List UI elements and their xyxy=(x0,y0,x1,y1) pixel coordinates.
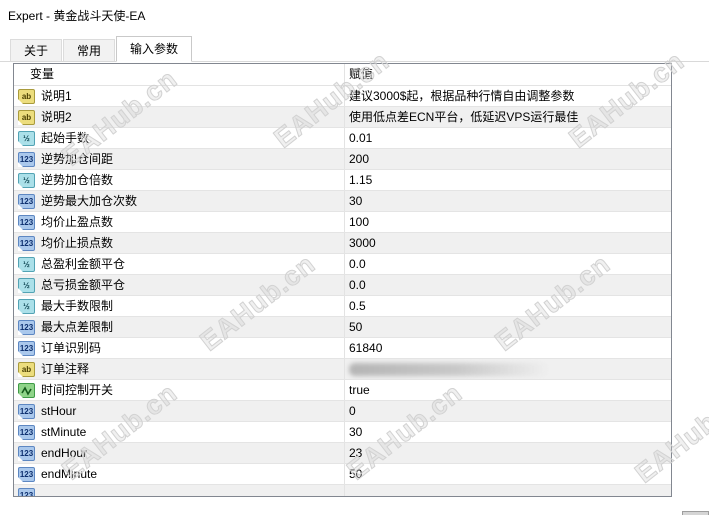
parameter-value[interactable]: 100 xyxy=(349,215,370,229)
parameter-value[interactable]: 200 xyxy=(349,152,370,166)
parameter-name: stHour xyxy=(41,404,77,418)
parameter-name: 最大手数限制 xyxy=(41,299,114,313)
parameter-name: 说明1 xyxy=(41,89,72,103)
bool-type-icon xyxy=(18,382,35,398)
table-header: 变量 赋值 xyxy=(14,64,671,86)
parameter-name: 逆势最大加仓次数 xyxy=(41,194,138,208)
tab-about[interactable]: 关于 xyxy=(10,39,63,61)
parameter-name: 订单识别码 xyxy=(41,341,102,355)
parameter-name: 均价止盈点数 xyxy=(41,215,114,229)
parameter-name: 均价止损点数 xyxy=(41,236,114,250)
partial-button-corner[interactable] xyxy=(682,511,709,515)
table-row[interactable]: ab 订单注释 xyxy=(14,359,671,380)
tab-inputs[interactable]: 输入参数 xyxy=(116,36,193,62)
table-row[interactable]: 123 均价止损点数 3000 xyxy=(14,233,671,254)
int-type-icon: 123 xyxy=(18,151,35,167)
parameter-name: 总亏损金额平仓 xyxy=(41,278,126,292)
parameter-value[interactable]: 61840 xyxy=(349,341,383,355)
table-row[interactable]: ab 说明2 使用低点差ECN平台，低延迟VPS运行最佳 xyxy=(14,107,671,128)
parameter-name: endHour xyxy=(41,446,88,460)
table-row[interactable]: 123 stMinute 30 xyxy=(14,422,671,443)
table-row[interactable]: ½ 总亏损金额平仓 0.0 xyxy=(14,275,671,296)
table-row[interactable]: 123 逆势加仓间距 200 xyxy=(14,149,671,170)
string-type-icon: ab xyxy=(18,361,35,377)
column-header-variable: 变量 xyxy=(14,64,345,85)
parameter-name: 逆势加仓间距 xyxy=(41,152,114,166)
parameter-value[interactable]: 0.0 xyxy=(349,278,366,292)
double-type-icon: ½ xyxy=(18,277,35,293)
parameter-value[interactable]: 0.0 xyxy=(349,257,366,271)
parameter-name: 订单注释 xyxy=(41,362,90,376)
parameter-name: 最大点差限制 xyxy=(41,320,114,334)
table-row[interactable]: 123 订单识别码 61840 xyxy=(14,338,671,359)
dialog-title: Expert - 黄金战斗天使-EA xyxy=(8,9,146,23)
parameter-value[interactable]: 0 xyxy=(349,404,356,418)
table-row[interactable]: 123 最大点差限制 50 xyxy=(14,317,671,338)
parameter-value[interactable]: 建议3000$起，根据品种行情自由调整参数 xyxy=(349,89,575,103)
int-type-icon: 123 xyxy=(18,424,35,440)
parameter-name: stMinute xyxy=(41,425,87,439)
column-header-value: 赋值 xyxy=(349,67,374,81)
double-type-icon: ½ xyxy=(18,298,35,314)
parameter-name: 起始手数 xyxy=(41,131,90,145)
tab-bar: 关于 常用 输入参数 xyxy=(0,34,709,62)
table-row[interactable]: ½ 总盈利金额平仓 0.0 xyxy=(14,254,671,275)
table-row[interactable]: 123 stHour 0 xyxy=(14,401,671,422)
parameter-value[interactable]: 1.15 xyxy=(349,173,373,187)
int-type-icon: 123 xyxy=(18,214,35,230)
parameter-value[interactable]: 30 xyxy=(349,425,363,439)
int-type-icon: 123 xyxy=(18,466,35,482)
parameter-name: 时间控制开关 xyxy=(41,383,114,397)
int-type-icon: 123 xyxy=(18,340,35,356)
parameter-value[interactable]: 使用低点差ECN平台，低延迟VPS运行最佳 xyxy=(349,110,579,124)
table-row[interactable]: ½ 逆势加仓倍数 1.15 xyxy=(14,170,671,191)
parameters-table: 变量 赋值 ab 说明1 建议3000$起，根据品种行情自由调整参数 ab 说明2 使用低… xyxy=(13,63,672,497)
string-type-icon: ab xyxy=(18,88,35,104)
int-type-icon: 123 xyxy=(18,403,35,419)
parameter-value[interactable]: 3000 xyxy=(349,236,376,250)
parameter-value[interactable]: 0.01 xyxy=(349,131,373,145)
int-type-icon: 123 xyxy=(18,319,35,335)
table-row[interactable]: ab 说明1 建议3000$起，根据品种行情自由调整参数 xyxy=(14,86,671,107)
int-type-icon: 123 xyxy=(18,487,35,496)
table-row[interactable]: ½ 最大手数限制 0.5 xyxy=(14,296,671,317)
parameter-name: endMinute xyxy=(41,467,98,481)
table-row[interactable]: 123 均价止盈点数 100 xyxy=(14,212,671,233)
table-row[interactable]: 123 endMinute 50 xyxy=(14,464,671,485)
parameter-value[interactable]: 30 xyxy=(349,194,363,208)
parameter-value[interactable]: 50 xyxy=(349,320,363,334)
parameter-value[interactable]: true xyxy=(349,383,370,397)
parameter-value[interactable]: 50 xyxy=(349,467,363,481)
table-row[interactable]: 123 逆势最大加仓次数 30 xyxy=(14,191,671,212)
redacted-value xyxy=(349,363,549,376)
table-row-partial[interactable]: 123 xyxy=(14,485,671,496)
table-row[interactable]: ½ 起始手数 0.01 xyxy=(14,128,671,149)
int-type-icon: 123 xyxy=(18,235,35,251)
parameter-name: 说明2 xyxy=(41,110,72,124)
table-row[interactable]: 123 endHour 23 xyxy=(14,443,671,464)
parameter-name: 逆势加仓倍数 xyxy=(41,173,114,187)
int-type-icon: 123 xyxy=(18,193,35,209)
double-type-icon: ½ xyxy=(18,130,35,146)
parameter-name: 总盈利金额平仓 xyxy=(41,257,126,271)
double-type-icon: ½ xyxy=(18,172,35,188)
tab-common[interactable]: 常用 xyxy=(63,39,116,61)
string-type-icon: ab xyxy=(18,109,35,125)
parameter-value[interactable]: 23 xyxy=(349,446,363,460)
table-row[interactable]: 时间控制开关 true xyxy=(14,380,671,401)
int-type-icon: 123 xyxy=(18,445,35,461)
double-type-icon: ½ xyxy=(18,256,35,272)
parameter-value[interactable]: 0.5 xyxy=(349,299,366,313)
